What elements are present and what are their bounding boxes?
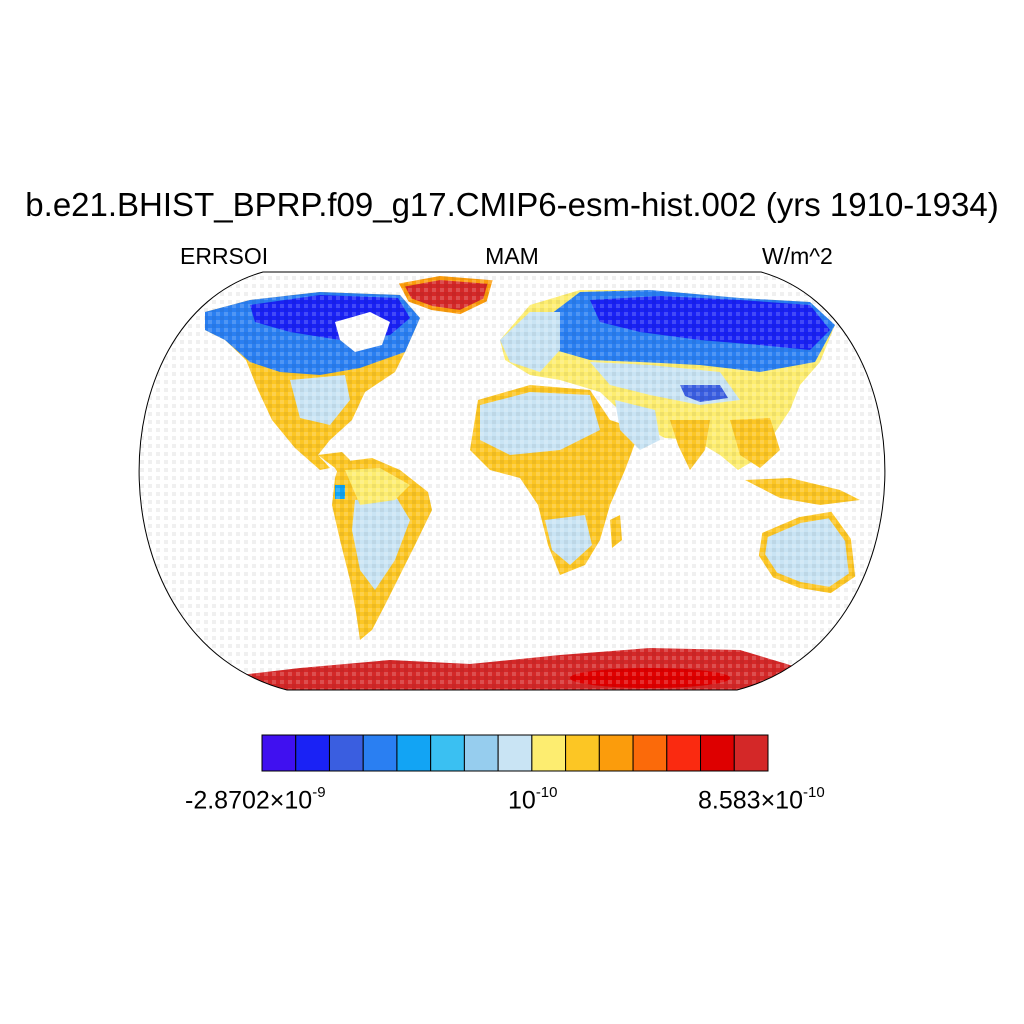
colorbar-swatch — [497, 734, 533, 772]
colorbar-swatch — [598, 734, 634, 772]
new-zealand — [875, 568, 885, 595]
season-label: MAM — [485, 243, 539, 269]
colorbar-swatch — [261, 734, 297, 772]
colorbar-max-label: 8.583×10-10 — [698, 784, 825, 815]
colorbar-swatch — [700, 734, 735, 772]
colorbar-swatch — [666, 734, 702, 772]
units-label: W/m^2 — [762, 243, 833, 269]
colorbar-swatch — [531, 734, 567, 772]
map-border — [138, 271, 886, 691]
plot-title: b.e21.BHIST_BPRP.f09_g17.CMIP6-esm-hist.… — [25, 186, 999, 223]
colorbar-swatch — [328, 734, 364, 772]
colorbar-mid-label: 10-10 — [508, 784, 558, 815]
colorbar — [261, 734, 769, 772]
colorbar-swatch — [295, 734, 330, 772]
colorbar-swatch — [565, 734, 600, 772]
colorbar-swatch — [362, 734, 398, 772]
colorbar-swatch — [733, 734, 769, 772]
colorbar-swatch — [396, 734, 432, 772]
colorbar-swatch — [463, 734, 499, 772]
colorbar-swatch — [430, 734, 465, 772]
colorbar-swatch — [632, 734, 668, 772]
variable-label: ERRSOI — [180, 243, 269, 269]
colorbar-min-label: -2.8702×10-9 — [185, 784, 326, 815]
